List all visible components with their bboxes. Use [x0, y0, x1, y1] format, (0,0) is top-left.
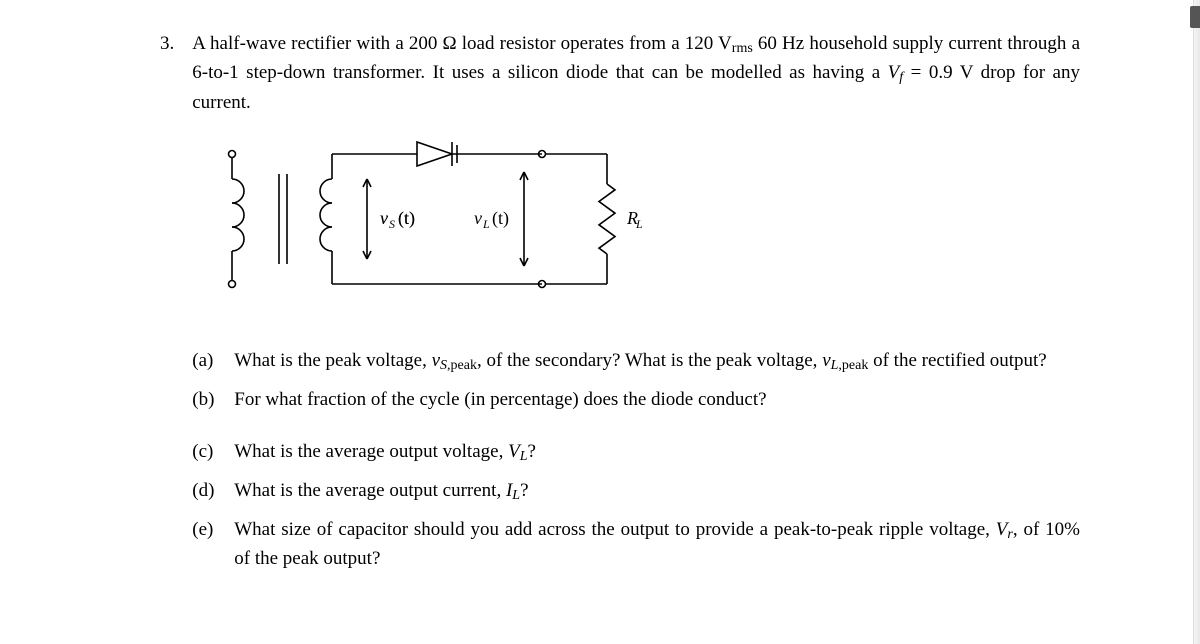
question-text: What is the peak voltage, vS,peak, of th…: [234, 347, 1080, 376]
scrollbar-thumb[interactable]: [1190, 6, 1200, 28]
svg-text:v: v: [474, 208, 482, 228]
question-label: (d): [192, 477, 222, 506]
question-item: (b) For what fraction of the cycle (in pe…: [192, 386, 1080, 414]
question-label: (b): [192, 386, 222, 414]
question-item: (d) What is the average output current, I…: [192, 477, 1080, 506]
problem-body: A half-wave rectifier with a 200 Ω load …: [192, 30, 1080, 583]
svg-text:(t): (t): [492, 208, 509, 229]
problem-number: 3.: [160, 30, 174, 583]
question-text: For what fraction of the cycle (in perce…: [234, 386, 1080, 414]
question-label: (c): [192, 438, 222, 467]
question-label: (e): [192, 516, 222, 573]
circuit-diagram: v(t)vS(t)vL(t)RL: [202, 134, 1080, 323]
svg-text:L: L: [482, 217, 490, 231]
question-item: (e) What size of capacitor should you add…: [192, 516, 1080, 573]
question-label: (a): [192, 347, 222, 376]
svg-text:L: L: [635, 217, 643, 231]
question-text: What is the average output current, IL?: [234, 477, 1080, 506]
svg-text:(t): (t): [398, 208, 415, 229]
svg-text:S: S: [389, 217, 395, 231]
question-item: (c) What is the average output voltage, V…: [192, 438, 1080, 467]
problem-prompt: A half-wave rectifier with a 200 Ω load …: [192, 30, 1080, 116]
question-list: (a) What is the peak voltage, vS,peak, of…: [192, 347, 1080, 573]
problem-block: 3. A half-wave rectifier with a 200 Ω lo…: [160, 30, 1080, 583]
svg-text:v: v: [380, 208, 388, 228]
question-item: (a) What is the peak voltage, vS,peak, of…: [192, 347, 1080, 376]
question-text: What size of capacitor should you add ac…: [234, 516, 1080, 573]
scrollbar-track[interactable]: [1193, 0, 1200, 644]
question-text: What is the average output voltage, VL?: [234, 438, 1080, 467]
